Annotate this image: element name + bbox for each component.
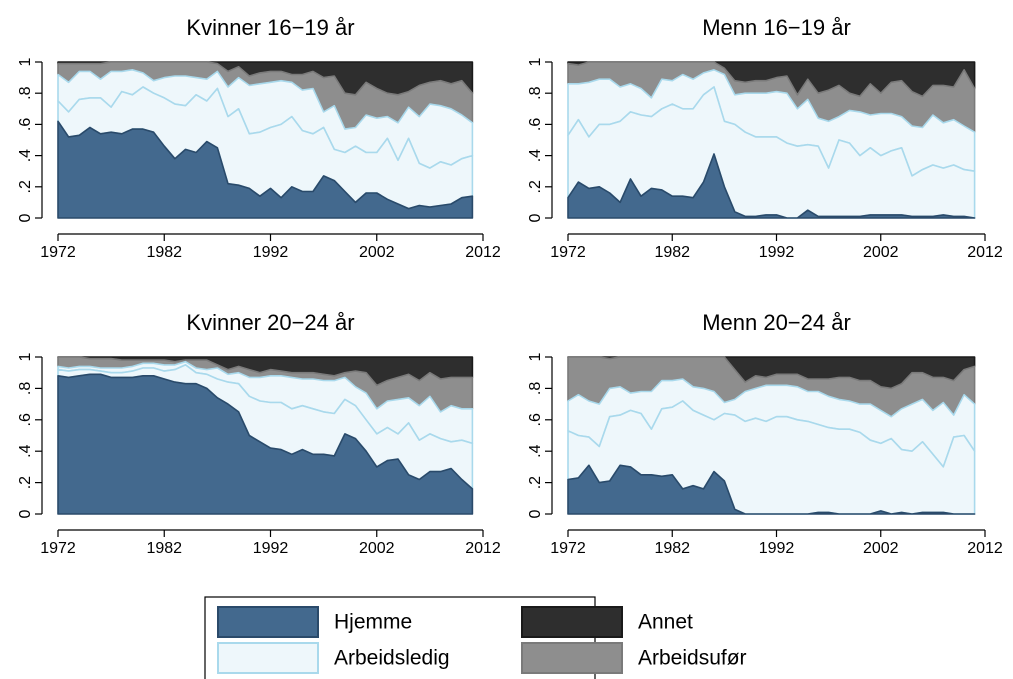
y-tick-label: .6 — [17, 413, 34, 426]
legend-label: Hjemme — [334, 611, 412, 634]
y-tick-label: .8 — [17, 382, 34, 395]
area — [57, 120, 474, 219]
legend-label: Arbeidsufør — [638, 647, 747, 670]
chart-title: Menn 16−19 år — [702, 15, 851, 40]
legend-swatch — [521, 606, 623, 638]
x-tick-label: 2012 — [967, 244, 1003, 261]
y-tick-label: .8 — [527, 382, 544, 395]
x-tick-label: 2012 — [465, 244, 501, 261]
chart-title: Kvinner 20−24 år — [186, 310, 354, 335]
x-tick-label: 1982 — [146, 244, 182, 261]
y-tick-label: 1 — [527, 57, 544, 66]
legend-label: Annet — [638, 611, 693, 634]
area — [57, 373, 474, 515]
y-tick-label: 0 — [527, 213, 544, 222]
legend-swatch — [521, 642, 623, 674]
x-tick-label: 1982 — [146, 540, 182, 557]
x-tick-label: 2002 — [359, 244, 395, 261]
x-tick-label: 1972 — [40, 244, 76, 261]
x-tick-label: 1992 — [759, 244, 795, 261]
x-tick-label: 1972 — [550, 540, 586, 557]
y-tick-label: 1 — [17, 352, 34, 361]
x-tick-label: 2002 — [863, 540, 899, 557]
y-tick-label: .8 — [527, 86, 544, 99]
x-tick-label: 1972 — [550, 244, 586, 261]
x-tick-label: 2002 — [359, 540, 395, 557]
chart-title: Menn 20−24 år — [702, 310, 851, 335]
y-tick-label: .4 — [527, 149, 544, 162]
y-tick-label: .6 — [527, 118, 544, 131]
x-tick-label: 1992 — [253, 540, 289, 557]
y-tick-label: .4 — [17, 444, 34, 457]
y-tick-label: .4 — [527, 444, 544, 457]
y-tick-label: .2 — [17, 476, 34, 489]
area — [567, 153, 976, 219]
y-tick-label: .4 — [17, 149, 34, 162]
y-tick-label: .6 — [527, 413, 544, 426]
y-tick-label: .8 — [17, 86, 34, 99]
x-tick-label: 1982 — [654, 244, 690, 261]
y-tick-label: 0 — [527, 509, 544, 518]
x-tick-label: 1972 — [40, 540, 76, 557]
y-tick-label: 0 — [17, 509, 34, 518]
chart-title: Kvinner 16−19 år — [186, 15, 354, 40]
legend-swatch — [217, 606, 319, 638]
y-tick-label: .6 — [17, 118, 34, 131]
x-tick-label: 1992 — [759, 540, 795, 557]
area — [567, 464, 976, 515]
y-tick-label: 1 — [17, 57, 34, 66]
x-tick-label: 1982 — [654, 540, 690, 557]
y-tick-label: 1 — [527, 352, 544, 361]
x-tick-label: 2012 — [967, 540, 1003, 557]
x-tick-label: 1992 — [253, 244, 289, 261]
legend-swatch — [217, 642, 319, 674]
y-tick-label: .2 — [17, 180, 34, 193]
x-tick-label: 2002 — [863, 244, 899, 261]
x-tick-label: 2012 — [465, 540, 501, 557]
legend-label: Arbeidsledig — [334, 647, 450, 670]
y-tick-label: 0 — [17, 213, 34, 222]
y-tick-label: .2 — [527, 476, 544, 489]
y-tick-label: .2 — [527, 180, 544, 193]
